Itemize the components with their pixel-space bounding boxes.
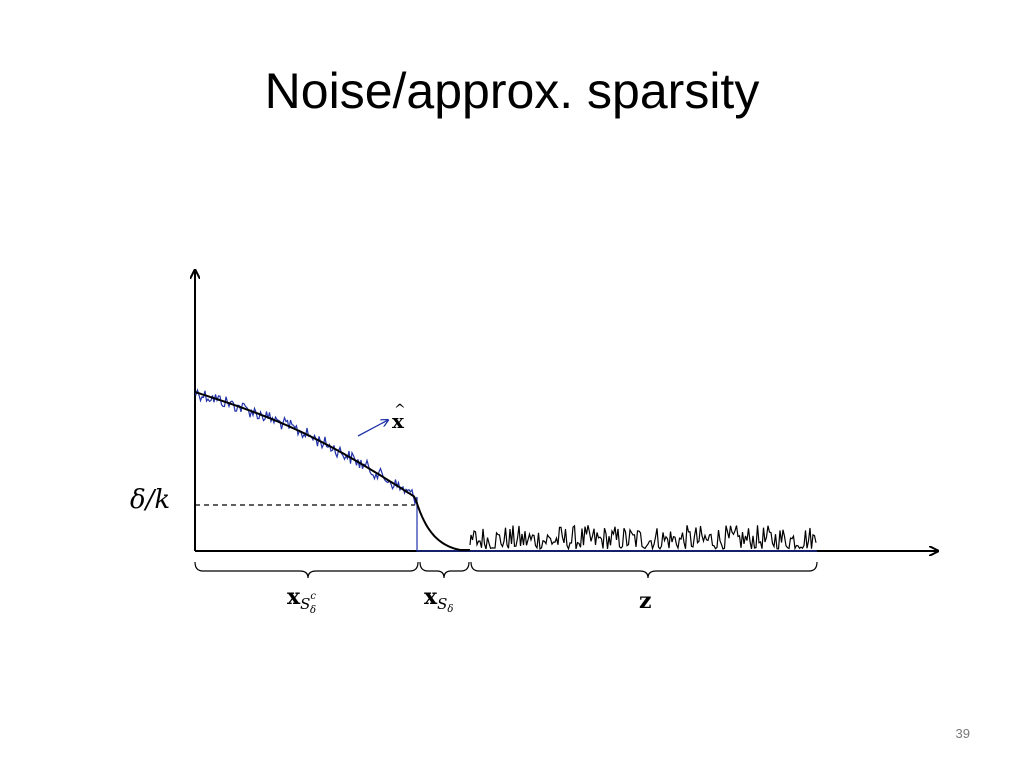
segment-label: xSδ xyxy=(424,584,453,615)
estimate-label: x xyxy=(392,409,405,433)
segment-label: xSc δ xyxy=(287,584,316,616)
page-number: 39 xyxy=(955,726,970,741)
label-subsub: δ xyxy=(310,605,316,616)
label-sup: c xyxy=(310,591,316,602)
label-base: x xyxy=(424,584,438,610)
threshold-label: δ/k xyxy=(130,485,170,515)
estimate-curve xyxy=(194,388,817,552)
label-sub: S xyxy=(437,595,447,613)
curves xyxy=(194,388,817,552)
signal-curve xyxy=(194,391,470,551)
slide-title: Noise/approx. sparsity xyxy=(264,63,760,119)
brace xyxy=(194,561,419,579)
estimate-accent: ^ xyxy=(394,402,406,418)
label-subsub: δ xyxy=(447,604,453,615)
estimate-arrow xyxy=(357,420,388,437)
brace xyxy=(470,561,818,579)
noise-curve xyxy=(469,524,817,551)
label-sub: S xyxy=(300,595,310,613)
label-base: x xyxy=(287,584,301,610)
brace xyxy=(419,561,470,579)
segment-label: z xyxy=(639,588,652,614)
